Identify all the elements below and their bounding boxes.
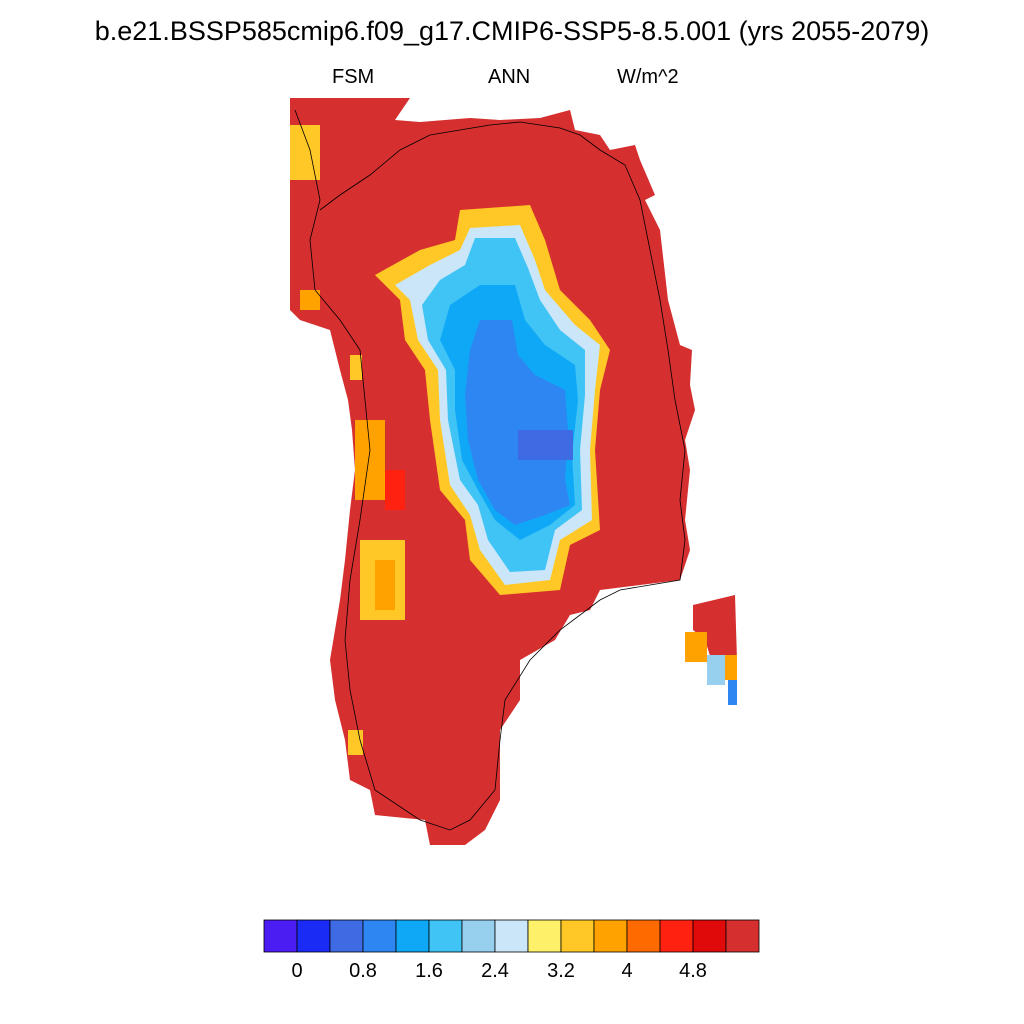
colorbar-tick-label: 1.6	[415, 960, 443, 982]
colorbar-tick-label: 0.8	[349, 960, 377, 982]
east-fragment-cell	[685, 632, 707, 662]
map-title: b.e21.BSSP585cmip6.f09_g17.CMIP6-SSP5-8.…	[94, 16, 930, 46]
colorbar-tick-label: 4.8	[679, 960, 707, 982]
colorbar-tick-label: 3.2	[547, 960, 575, 982]
colorbar-swatch	[428, 919, 463, 953]
colorbar-swatch	[362, 919, 397, 953]
coast-strip	[375, 560, 395, 610]
colorbar-swatch	[692, 919, 727, 953]
colorbar-swatch	[527, 919, 562, 953]
lowest-value-cell	[518, 430, 573, 460]
colorbar-swatch	[725, 919, 760, 953]
variable-label: FSM	[332, 66, 375, 88]
east-fragment	[693, 595, 737, 662]
colorbar-swatch	[659, 919, 694, 953]
colorbar-swatch	[296, 919, 331, 953]
colorbar-swatch	[461, 919, 496, 953]
east-fragment-cell	[725, 655, 737, 680]
coast-strip	[385, 470, 405, 510]
colorbar-swatch	[395, 919, 430, 953]
colorbar-swatch	[560, 919, 595, 953]
colorbar-tick-label: 2.4	[481, 960, 509, 982]
coast-strip	[350, 355, 362, 380]
units-label: W/m^2	[617, 66, 679, 88]
colorbar-swatch	[494, 919, 529, 953]
east-fragment-cell	[707, 655, 725, 685]
coastline	[294, 109, 686, 831]
colorbar-swatch	[593, 919, 628, 953]
colorbar-tick-label: 0	[291, 960, 303, 982]
coast-strip	[355, 420, 385, 500]
greenland-map	[290, 98, 737, 845]
east-fragment-cell	[728, 680, 737, 705]
colorbar-tick-label: 4	[621, 960, 633, 982]
colorbar-swatch	[263, 919, 298, 953]
season-label: ANN	[488, 66, 531, 88]
field-layer	[290, 98, 737, 845]
coast-strip	[290, 125, 320, 180]
colorbar-swatch	[329, 919, 364, 953]
low-value-region	[465, 320, 570, 525]
coast-strip	[300, 290, 320, 310]
colorbar-swatch	[626, 919, 661, 953]
